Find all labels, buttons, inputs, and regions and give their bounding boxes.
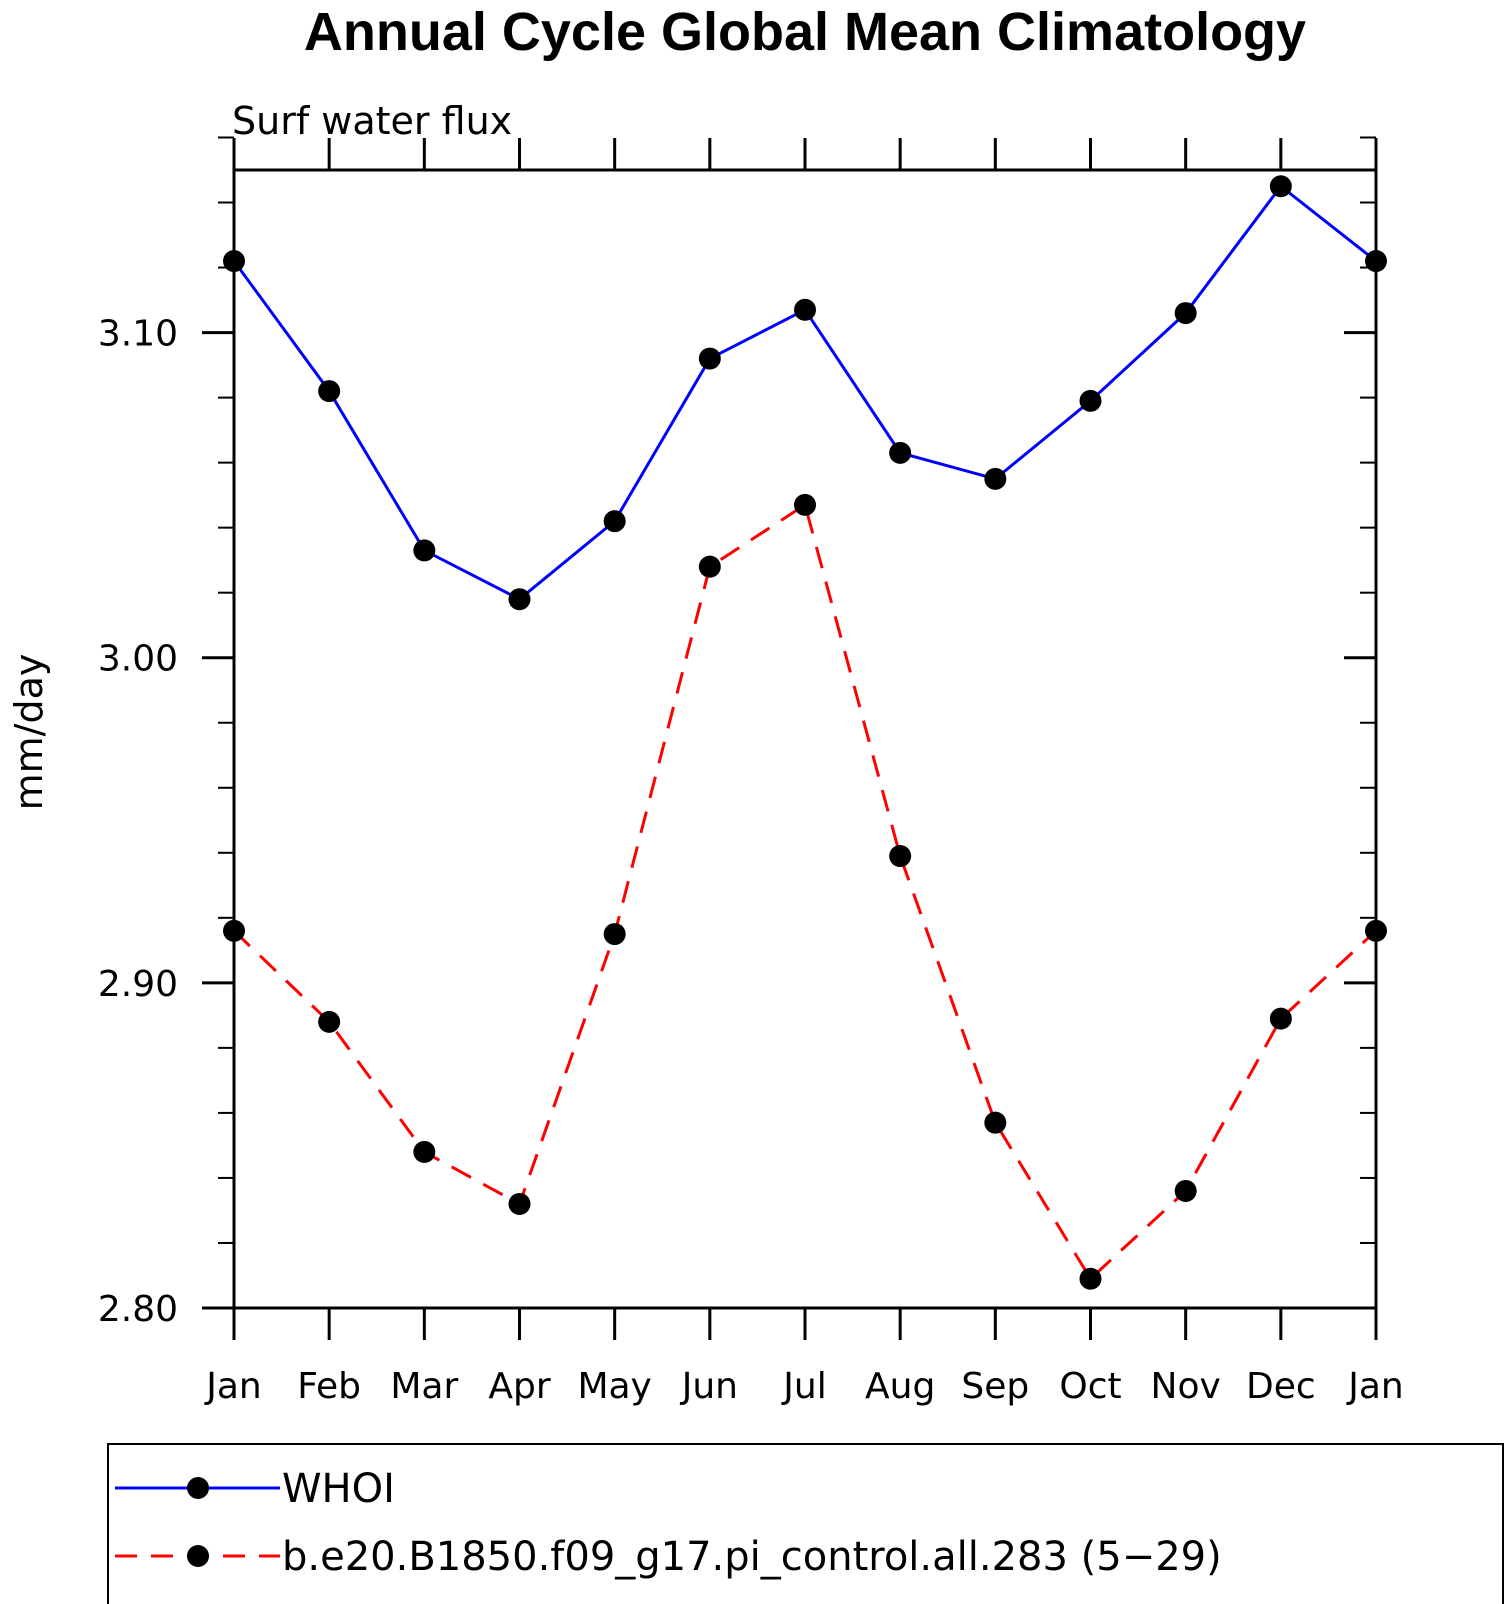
x-tick-label: Feb (297, 1366, 361, 1407)
series-line-1 (232, 502, 1378, 1282)
series-1-point (698, 555, 721, 578)
legend-box (107, 1443, 1504, 1604)
series-1-point (603, 923, 626, 946)
legend-label-1: b.e20.B1850.f09_g17.pi_control.all.283 (… (282, 1534, 1222, 1580)
series-0-point (698, 347, 721, 370)
series-1-point (984, 1111, 1007, 1134)
legend-marker-0 (187, 1477, 209, 1499)
y-tick-label: 3.00 (98, 639, 178, 680)
y-tick-labels: 2.80 2.90 3.00 3.10 (98, 314, 178, 1330)
series-0-point (1079, 389, 1102, 412)
y-axis-label: mm/day (7, 654, 51, 811)
y-tick-label: 3.10 (98, 314, 178, 355)
x-tick-label: Apr (488, 1366, 550, 1407)
series-0-point (1269, 175, 1292, 198)
legend: WHOI b.e20.B1850.f09_g17.pi_control.all.2… (107, 1443, 1504, 1604)
x-tick-label: Aug (865, 1366, 935, 1407)
series-1-point (1269, 1007, 1292, 1030)
legend-label-0: WHOI (282, 1466, 395, 1512)
legend-items: WHOI b.e20.B1850.f09_g17.pi_control.all.2… (115, 1466, 1222, 1580)
x-tick-label: Jul (781, 1366, 826, 1407)
series-0-point (889, 441, 912, 464)
chart-subtitle: Surf water flux (232, 99, 512, 143)
x-tick-labels: Jan Feb Mar Apr May Jun Jul Aug Sep Oct Nov Dec Jan (204, 1366, 1404, 1407)
x-tick-label: Nov (1151, 1366, 1221, 1407)
series-0-point (508, 588, 531, 611)
series-1-point (1079, 1267, 1102, 1290)
plot-frame (232, 168, 1378, 1310)
x-tick-label: Jun (680, 1366, 738, 1407)
series-1-point (889, 845, 912, 868)
series-0-point (318, 380, 341, 403)
y-tick-label: 2.90 (98, 964, 178, 1005)
series-1-point (1174, 1179, 1197, 1202)
series-0-point (413, 539, 436, 562)
x-tick-label: Mar (390, 1366, 458, 1407)
x-tick-label: Sep (961, 1366, 1029, 1407)
x-tick-label: May (577, 1366, 651, 1407)
x-tick-label: Jan (1346, 1366, 1404, 1407)
series-1-point (413, 1140, 436, 1163)
series-0-point (984, 467, 1007, 490)
legend-marker-1 (187, 1545, 209, 1567)
series-0-point (1174, 302, 1197, 325)
series-1-point (318, 1010, 341, 1033)
series-1-point (794, 493, 816, 516)
series-0-point (603, 510, 626, 533)
series-0-point (794, 298, 816, 321)
chart-title: Annual Cycle Global Mean Climatology (304, 2, 1306, 62)
y-tick-label: 2.80 (98, 1289, 178, 1330)
series-line-0 (232, 184, 1377, 601)
x-tick-label: Oct (1059, 1366, 1121, 1407)
series-layer (223, 175, 1387, 1290)
axis-ticks (202, 136, 1378, 1340)
x-tick-label: Jan (204, 1366, 262, 1407)
x-tick-label: Dec (1246, 1366, 1316, 1407)
series-1-point (508, 1192, 531, 1215)
